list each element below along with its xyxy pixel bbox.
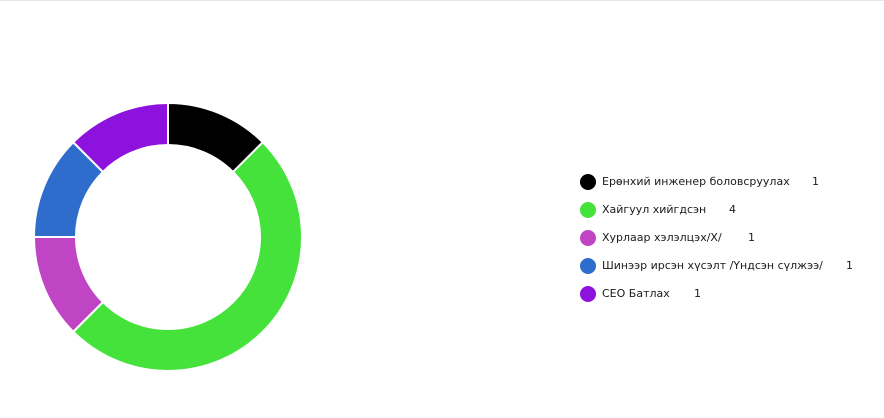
legend-label: Шинээр ирсэн хүсэлт /Үндсэн сүлжээ/ xyxy=(602,259,823,272)
donut-slice[interactable] xyxy=(71,140,303,372)
legend-swatch xyxy=(580,286,596,302)
legend-value: 1 xyxy=(748,231,755,244)
donut-slice[interactable] xyxy=(71,101,169,174)
legend-label: Хайгуул хийгдсэн xyxy=(602,203,707,216)
legend-swatch xyxy=(580,230,596,246)
legend-swatch xyxy=(580,258,596,274)
legend-swatch xyxy=(580,202,596,218)
top-divider xyxy=(0,0,884,1)
legend-label: Хурлаар хэлэлцэх/Х/ xyxy=(602,231,722,244)
legend-value: 1 xyxy=(846,259,853,272)
legend-label: Ерөнхий инженер боловсруулах xyxy=(602,175,790,188)
legend-swatch xyxy=(580,174,596,190)
legend-value: 1 xyxy=(812,175,819,188)
legend-label: CEO Батлах xyxy=(602,287,670,300)
legend-value: 4 xyxy=(729,203,736,216)
legend-value: 1 xyxy=(694,287,701,300)
